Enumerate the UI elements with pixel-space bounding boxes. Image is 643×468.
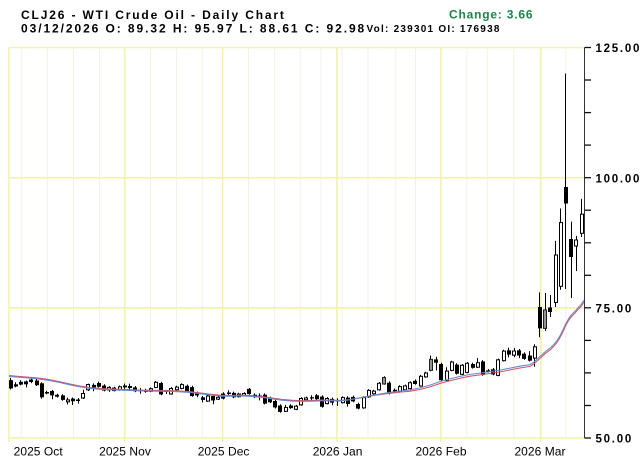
svg-text:2025 Dec: 2025 Dec <box>198 444 250 458</box>
svg-text:2026 Jan: 2026 Jan <box>313 444 363 458</box>
svg-text:Change: 3.66: Change: 3.66 <box>449 8 533 22</box>
svg-text:100.00: 100.00 <box>596 173 642 185</box>
svg-text:2025 Oct: 2025 Oct <box>14 444 64 458</box>
svg-text:2026 Mar: 2026 Mar <box>514 444 565 458</box>
svg-text:50.00: 50.00 <box>596 434 634 446</box>
svg-text:2025 Nov: 2025 Nov <box>99 444 151 458</box>
svg-text:125.00: 125.00 <box>596 43 642 55</box>
svg-text:Vol: 239301 OI: 176938: Vol: 239301 OI: 176938 <box>367 24 501 35</box>
svg-text:03/12/2026 O: 89.32 H: 95.97 L: 03/12/2026 O: 89.32 H: 95.97 L: 88.61 C:… <box>21 21 366 35</box>
svg-text:2026 Feb: 2026 Feb <box>415 444 466 458</box>
svg-text:CLJ26 - WTI Crude Oil - Daily: CLJ26 - WTI Crude Oil - Daily Chart <box>21 8 286 22</box>
svg-text:75.00: 75.00 <box>596 304 634 316</box>
